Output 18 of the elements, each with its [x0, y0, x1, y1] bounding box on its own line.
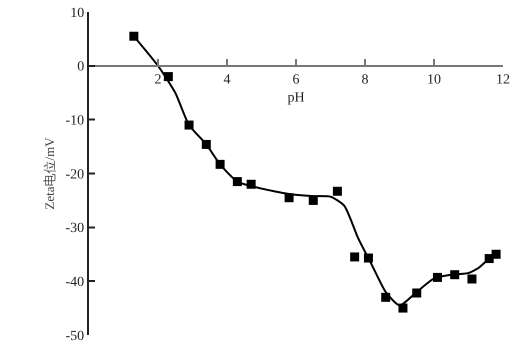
y-tick-label: -50: [66, 328, 84, 344]
x-tick-label: 6: [292, 72, 300, 88]
x-tick-label: 10: [427, 72, 441, 88]
y-tick-label: -10: [66, 114, 84, 129]
y-tick-label: 0: [77, 60, 84, 75]
y-tick-label: -30: [66, 221, 84, 236]
x-tick-label: 8: [362, 72, 368, 88]
y-axis-title: Zeta电位/mV: [42, 136, 57, 210]
x-axis-title: pH: [287, 90, 305, 106]
x-tick-label: 2: [154, 72, 162, 88]
point: [350, 252, 360, 262]
y-tick-label: -20: [66, 167, 84, 182]
y-tick-label: 10: [70, 6, 84, 21]
x-tick-label: 4: [224, 72, 230, 88]
x-tick-label: 12: [496, 72, 510, 88]
y-tick-label: -40: [66, 275, 84, 290]
point: [467, 274, 476, 284]
point: [332, 186, 342, 196]
